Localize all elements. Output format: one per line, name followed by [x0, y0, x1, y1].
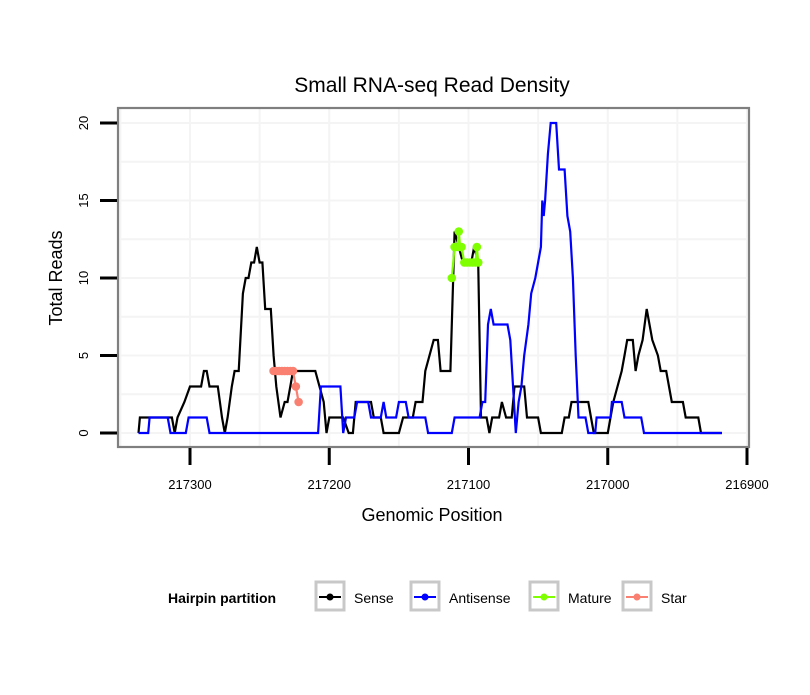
legend-title: Hairpin partition [168, 590, 276, 606]
mature-point [454, 227, 464, 236]
legend-label: Mature [568, 590, 612, 606]
plot-border [116, 106, 751, 449]
star-point [288, 366, 298, 376]
legend: Hairpin partition Sense Antisense Mature St… [168, 580, 687, 612]
x-tick-label: 217200 [308, 477, 351, 492]
y-axis-label: Total Reads [46, 230, 66, 325]
legend-item-antisense: Antisense [409, 580, 511, 612]
legend-item-sense: Sense [314, 580, 394, 612]
x-axis-label: Genomic Position [361, 505, 502, 525]
x-tick-label: 217300 [168, 477, 211, 492]
y-tick-label: 10 [76, 271, 91, 285]
legend-key-point [326, 593, 334, 601]
y-tick-label: 15 [76, 193, 91, 207]
x-tick-label: 217100 [447, 477, 490, 492]
y-axis: 0 5 10 15 20 [76, 116, 117, 437]
legend-label: Star [661, 590, 687, 606]
legend-label: Sense [354, 590, 394, 606]
legend-key-point [633, 593, 641, 601]
legend-item-star: Star [621, 580, 687, 612]
chart-title: Small RNA-seq Read Density [294, 74, 570, 97]
mature-point [457, 242, 466, 252]
antisense-line [138, 121, 722, 435]
y-tick-label: 20 [76, 116, 91, 130]
x-axis: 217300 217200 217100 217000 216900 [168, 448, 769, 492]
legend-key-point [540, 593, 548, 601]
legend-item-mature: Mature [528, 580, 612, 612]
y-tick-label: 5 [76, 352, 91, 359]
star-point [294, 397, 303, 407]
sense-line [137, 231, 722, 435]
series-layer [137, 121, 722, 435]
x-tick-label: 217000 [586, 477, 629, 492]
legend-key-point [421, 593, 429, 601]
mature-point [473, 258, 483, 267]
x-tick-label: 216900 [725, 477, 768, 492]
mature-point [472, 242, 482, 252]
star-point [291, 382, 301, 391]
y-tick-label: 0 [76, 429, 91, 436]
mature-point [447, 273, 457, 283]
legend-label: Antisense [449, 590, 511, 606]
